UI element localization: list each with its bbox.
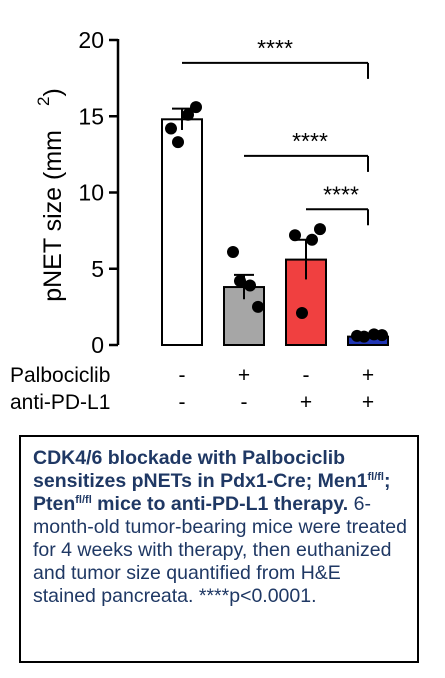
y-axis-label-close: )	[39, 88, 67, 96]
treatment-value: -	[179, 391, 186, 414]
treatment-value: +	[362, 364, 374, 387]
data-point	[252, 300, 264, 313]
y-axis: 0 5 10 15 20	[78, 27, 120, 358]
bar-chart: 0 5 10 15 20 **** **** **** Palbociclib - + - + ant…	[10, 27, 389, 414]
significance-layer: **** **** ****	[182, 35, 369, 226]
data-point	[314, 223, 326, 236]
points-layer	[165, 101, 388, 343]
figure-caption: CDK4/6 blockade with Palbociclib sensiti…	[19, 435, 419, 663]
significance-label: ****	[323, 181, 359, 207]
treatment-value: -	[179, 364, 186, 387]
treatment-value: -	[241, 391, 248, 414]
significance-label: ****	[292, 128, 328, 154]
y-axis-label: pNET size (mm 2)	[34, 88, 67, 302]
data-point	[227, 245, 239, 258]
bars-layer	[161, 107, 389, 347]
data-point	[190, 101, 202, 114]
treatment-row-label: anti-PD-L1	[10, 391, 110, 414]
treatment-value: +	[300, 391, 312, 414]
data-point	[165, 122, 177, 135]
y-axis-label-sup: 2	[34, 97, 53, 106]
significance-label: ****	[257, 35, 293, 61]
y-tick-label: 15	[78, 103, 104, 129]
treatment-value: -	[303, 364, 310, 387]
data-point	[376, 329, 388, 342]
bar	[161, 118, 203, 346]
data-point	[358, 330, 370, 343]
data-point	[172, 136, 184, 149]
treatment-value: +	[238, 364, 250, 387]
data-point	[244, 279, 256, 292]
caption-title: CDK4/6 blockade with Palbociclib sensiti…	[33, 447, 391, 515]
treatment-row-label: Palbociclib	[10, 364, 110, 387]
treatment-table: Palbociclib - + - + anti-PD-L1 - - + +	[10, 364, 374, 414]
y-tick-label: 10	[78, 180, 104, 206]
data-point	[296, 306, 308, 319]
treatment-value: +	[362, 391, 374, 414]
data-point	[234, 274, 246, 287]
data-point	[182, 108, 194, 121]
data-point	[289, 229, 301, 242]
y-tick-label: 0	[91, 332, 104, 358]
y-tick-label: 5	[91, 256, 104, 282]
y-axis-label-main: pNET size (mm	[39, 130, 67, 302]
data-point	[306, 233, 318, 246]
caption-text: 6-month-old tumor-bearing mice were trea…	[33, 493, 407, 607]
y-tick-label: 20	[78, 27, 104, 53]
